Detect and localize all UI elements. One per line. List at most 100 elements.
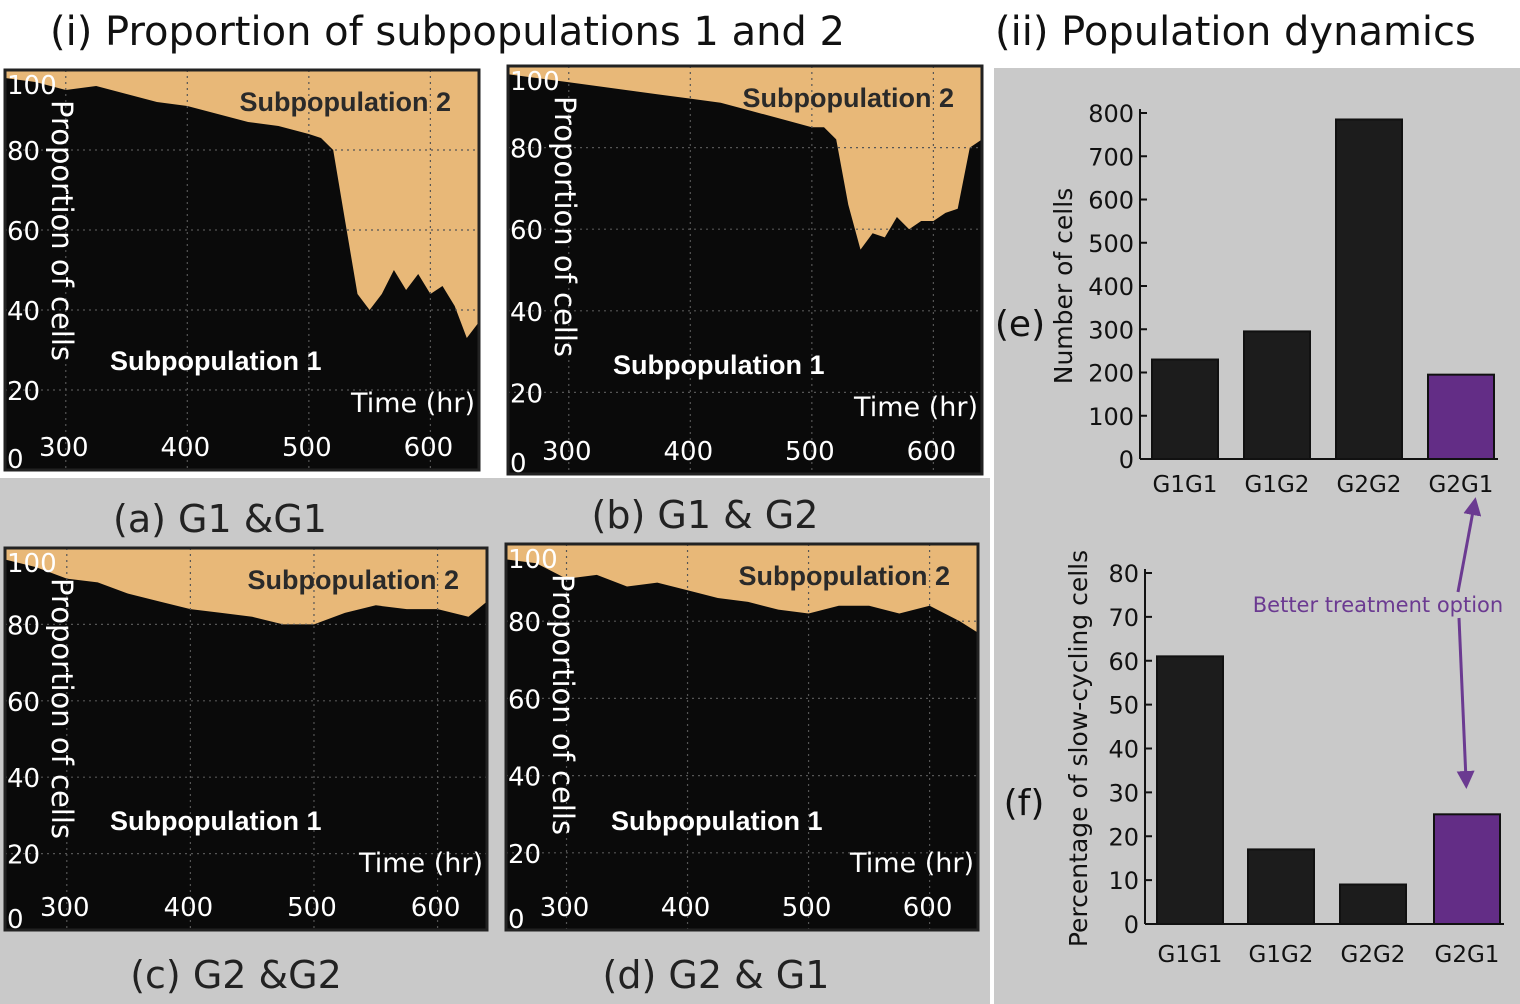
y-tick-label: 10 — [1108, 867, 1139, 895]
y-tick-label: 20 — [7, 841, 40, 871]
y-tick-label: 0 — [7, 445, 24, 475]
area-chart-frame — [3, 546, 489, 932]
panel-tag: (f) — [1004, 783, 1045, 824]
area-chart-frame — [504, 542, 980, 932]
x-axis-title: Time (hr) — [358, 848, 483, 879]
y-tick-label: 20 — [508, 840, 541, 870]
right-header: (ii) Population dynamics — [995, 9, 1476, 55]
subpopulation-1-label: Subpopulation 1 — [611, 806, 822, 836]
bar-g2g1 — [1433, 813, 1501, 925]
y-axis-title: Percentage of slow-cycling cells — [1064, 550, 1093, 947]
y-tick-label: 0 — [508, 905, 525, 935]
y-tick-label: 100 — [510, 67, 560, 97]
y-tick-label: 0 — [7, 905, 24, 935]
bar-g2g2 — [1339, 883, 1407, 926]
y-tick-label: 700 — [1088, 143, 1134, 171]
panel-caption: (b) G1 & G2 — [592, 493, 819, 537]
annotation-arrow-down — [1456, 617, 1475, 789]
x-axis-title: Time (hr) — [853, 392, 978, 423]
y-tick-label: 100 — [7, 549, 57, 579]
y-tick-label: 50 — [1108, 692, 1139, 720]
subpopulation-1-area — [506, 559, 978, 930]
subpopulation-2-label: Subpopulation 2 — [248, 565, 459, 595]
y-tick-label: 100 — [7, 71, 57, 101]
y-tick-label: 0 — [1119, 446, 1134, 474]
y-tick-label: 80 — [510, 135, 543, 165]
y-axis-title: Proportion of cells — [548, 96, 582, 357]
x-tick-label: G1G2 — [1249, 942, 1314, 968]
y-tick-label: 40 — [1108, 736, 1139, 764]
x-tick-label: 300 — [39, 433, 89, 463]
x-tick-label: 500 — [287, 893, 337, 923]
y-tick-label: 800 — [1088, 100, 1134, 128]
panel-caption: (d) G2 & G1 — [603, 953, 830, 997]
y-tick-label: 0 — [510, 449, 527, 479]
subpopulation-2-label: Subpopulation 2 — [240, 87, 451, 117]
y-tick-label: 60 — [510, 216, 543, 246]
y-tick-label: 60 — [7, 688, 40, 718]
x-tick-label: 400 — [160, 433, 210, 463]
area-chart-frame — [3, 68, 481, 472]
y-tick-label: 60 — [1108, 648, 1139, 676]
x-tick-label: 600 — [903, 893, 953, 923]
subpopulation-2-label: Subpopulation 2 — [739, 561, 950, 591]
x-tick-label: 400 — [164, 893, 214, 923]
bar-g1g1 — [1151, 358, 1219, 460]
x-tick-label: 400 — [663, 437, 713, 467]
subpopulation-1-area — [5, 559, 487, 930]
y-axis-title: Number of cells — [1049, 188, 1078, 384]
y-tick-label: 80 — [508, 608, 541, 638]
y-tick-label: 40 — [510, 298, 543, 328]
subpopulation-1-area — [5, 78, 479, 470]
bar-g1g2 — [1243, 330, 1311, 461]
y-tick-label: 600 — [1088, 187, 1134, 215]
panel-tag: (e) — [995, 304, 1045, 345]
annotation-text: Better treatment option — [1253, 593, 1503, 617]
bar-g1g2 — [1247, 848, 1315, 925]
x-tick-label: 600 — [907, 437, 957, 467]
subpopulation-1-label: Subpopulation 1 — [110, 806, 321, 836]
y-tick-label: 40 — [7, 297, 40, 327]
x-tick-label: G1G1 — [1153, 472, 1218, 498]
x-tick-label: 600 — [404, 433, 454, 463]
annotation-arrow-up — [1456, 497, 1482, 593]
y-tick-label: 20 — [1108, 823, 1139, 851]
better-treatment-annotation: Better treatment option — [1253, 497, 1503, 789]
x-tick-label: 500 — [782, 893, 832, 923]
x-tick-label: G1G2 — [1245, 472, 1310, 498]
bar-g2g2 — [1335, 118, 1403, 461]
x-tick-label: 300 — [542, 437, 592, 467]
y-tick-label: 70 — [1108, 604, 1139, 632]
bar-chart-e: 0 100 200 300 400 500 600 700 800 G1G1 G1G2 G2G2 G2G… — [995, 100, 1498, 498]
y-tick-label: 100 — [1088, 403, 1134, 431]
area-chart-frame — [506, 64, 984, 476]
y-tick-label: 80 — [7, 137, 40, 167]
y-tick-label: 100 — [508, 545, 558, 575]
y-tick-label: 80 — [1108, 560, 1139, 588]
subpopulation-2-label: Subpopulation 2 — [743, 83, 954, 113]
right-panel-background — [994, 68, 1520, 1004]
y-tick-label: 80 — [7, 611, 40, 641]
x-tick-label: G2G1 — [1429, 472, 1494, 498]
y-tick-label: 20 — [7, 377, 40, 407]
x-tick-label: 300 — [540, 893, 590, 923]
x-tick-label: 500 — [282, 433, 332, 463]
x-tick-label: G2G2 — [1337, 472, 1402, 498]
x-tick-label: 500 — [785, 437, 835, 467]
panel-caption: (a) G1 &G1 — [113, 497, 327, 541]
y-tick-label: 200 — [1088, 360, 1134, 388]
x-tick-label: G2G2 — [1341, 942, 1406, 968]
bar-g1g1 — [1156, 655, 1224, 925]
subpopulation-1-label: Subpopulation 1 — [613, 350, 824, 380]
y-tick-label: 40 — [7, 764, 40, 794]
x-axis-title: Time (hr) — [350, 388, 475, 419]
y-axis-title: Proportion of cells — [45, 100, 79, 361]
x-tick-label: 600 — [411, 893, 461, 923]
